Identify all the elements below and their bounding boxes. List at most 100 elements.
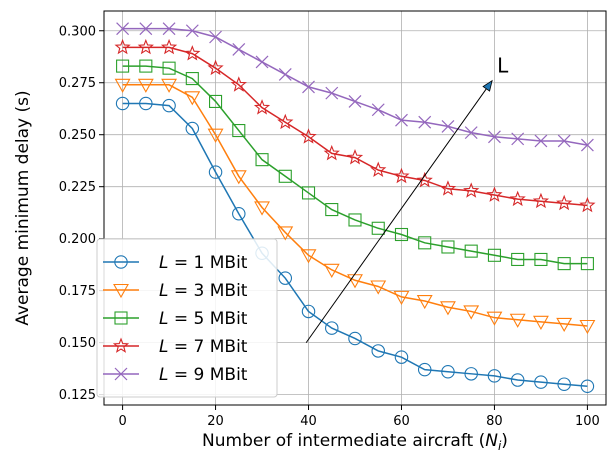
data-point	[511, 252, 525, 267]
y-axis-label: Average minimum delay (s)	[13, 90, 33, 325]
legend-label-name: = 9 MBit	[168, 365, 247, 385]
legend-label-var: L	[159, 253, 168, 273]
data-point	[486, 311, 503, 326]
data-point	[255, 153, 269, 167]
y-tick-label: 0.300	[59, 24, 96, 39]
data-point	[439, 180, 457, 196]
x-marker-stroke	[348, 95, 362, 108]
legend-item-1: L = 1 MBit	[103, 253, 248, 273]
x-marker-stroke	[139, 22, 153, 36]
data-point	[487, 248, 501, 262]
data-point	[534, 375, 548, 389]
data-point	[116, 59, 130, 73]
data-point	[464, 367, 478, 381]
data-point	[416, 294, 433, 310]
data-point	[323, 263, 340, 278]
data-point	[114, 38, 131, 55]
data-point	[139, 96, 153, 111]
data-point	[208, 165, 223, 179]
x-marker-stroke	[232, 43, 246, 56]
data-point	[185, 72, 199, 86]
legend-item-4: L = 7 MBit	[103, 337, 248, 357]
data-point	[346, 149, 364, 165]
x-tick-label: 60	[393, 414, 410, 429]
data-point	[347, 274, 363, 289]
x-marker-stroke	[302, 80, 315, 94]
annotation-label: L	[497, 54, 509, 78]
data-point	[418, 236, 432, 250]
series-line	[122, 46, 588, 207]
data-point	[185, 24, 199, 38]
x-marker-stroke	[209, 30, 222, 44]
legend-marker	[114, 367, 128, 381]
data-point	[579, 319, 596, 335]
legend-item-3: L = 5 MBit	[103, 309, 248, 329]
data-point	[230, 76, 247, 92]
data-point	[393, 167, 410, 184]
series-line	[122, 102, 588, 388]
x-axis-label-close: )	[501, 431, 508, 451]
x-axis-label: Number of intermediate aircraft (Ni)	[202, 431, 508, 452]
series-line	[122, 65, 588, 265]
x-marker-stroke	[488, 130, 501, 144]
data-point	[160, 38, 178, 55]
data-point	[579, 196, 596, 213]
data-point	[370, 161, 387, 177]
data-point	[277, 226, 294, 241]
legend-label: L = 9 MBit	[159, 365, 248, 385]
x-marker-stroke	[371, 103, 385, 117]
annotation-arrow-shaft	[305, 80, 493, 343]
x-marker-stroke	[534, 134, 548, 148]
data-point	[137, 78, 154, 93]
data-point	[370, 280, 387, 295]
data-point	[464, 126, 478, 140]
data-point	[580, 138, 594, 152]
data-point	[161, 78, 178, 93]
legend-label-name: = 7 MBit	[168, 337, 247, 357]
y-tick-label: 0.175	[59, 284, 96, 299]
legend-marker	[114, 255, 128, 269]
data-point	[325, 86, 339, 100]
data-point	[278, 271, 293, 285]
x-axis-label-text: Number of intermediate aircraft (	[202, 431, 485, 451]
series-4	[114, 38, 596, 213]
y-tick-label: 0.150	[59, 336, 96, 351]
x-marker-stroke	[114, 367, 128, 381]
data-point	[371, 344, 385, 358]
legend-marker	[114, 311, 128, 325]
x-marker-stroke	[255, 55, 269, 69]
data-point	[580, 379, 595, 394]
x-marker-stroke	[441, 119, 455, 133]
x-tick-label: 0	[118, 414, 126, 429]
data-point	[371, 221, 385, 235]
legend-label: L = 1 MBit	[159, 253, 248, 273]
data-point	[114, 78, 131, 93]
data-point	[325, 203, 339, 217]
data-point	[509, 313, 526, 328]
series-1	[115, 96, 595, 394]
data-point	[371, 103, 385, 117]
legend-marker	[113, 283, 129, 299]
data-point	[232, 43, 246, 56]
data-point	[184, 45, 201, 61]
data-point	[277, 113, 294, 130]
x-marker-stroke	[511, 132, 525, 146]
legend-label-var: L	[159, 365, 168, 385]
data-point	[440, 301, 456, 316]
data-point	[441, 364, 455, 379]
data-point	[325, 321, 339, 335]
data-point	[463, 182, 480, 198]
data-point	[510, 373, 525, 387]
x-marker-stroke	[395, 113, 408, 127]
data-point	[556, 194, 573, 211]
x-marker-stroke	[278, 67, 292, 81]
data-point	[301, 186, 316, 200]
data-point	[278, 67, 292, 81]
y-tick-label: 0.275	[59, 76, 96, 91]
data-point	[232, 206, 246, 221]
data-point	[137, 38, 154, 55]
data-point	[301, 304, 316, 319]
annotation-arrow-head	[482, 79, 493, 92]
data-point	[395, 113, 408, 127]
